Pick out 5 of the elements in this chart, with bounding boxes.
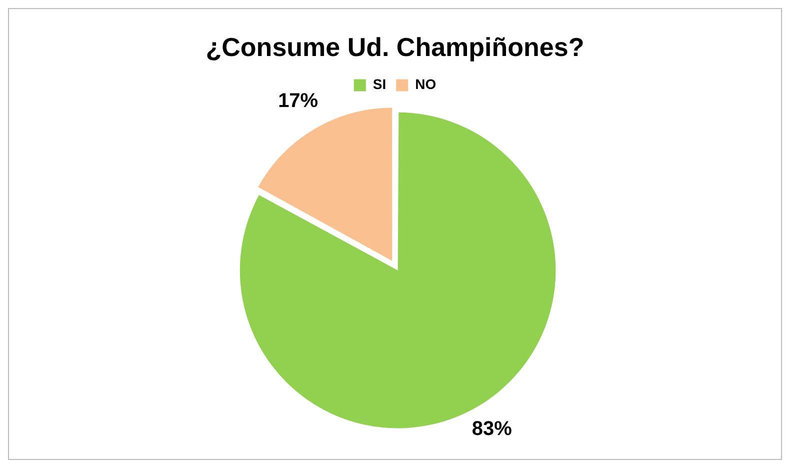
data-label: 83%	[472, 418, 512, 440]
chart-title: ¿Consume Ud. Champiñones?	[206, 32, 584, 62]
data-label: 17%	[278, 90, 318, 112]
legend-label: NO	[415, 76, 436, 92]
legend-label: SI	[372, 76, 386, 92]
